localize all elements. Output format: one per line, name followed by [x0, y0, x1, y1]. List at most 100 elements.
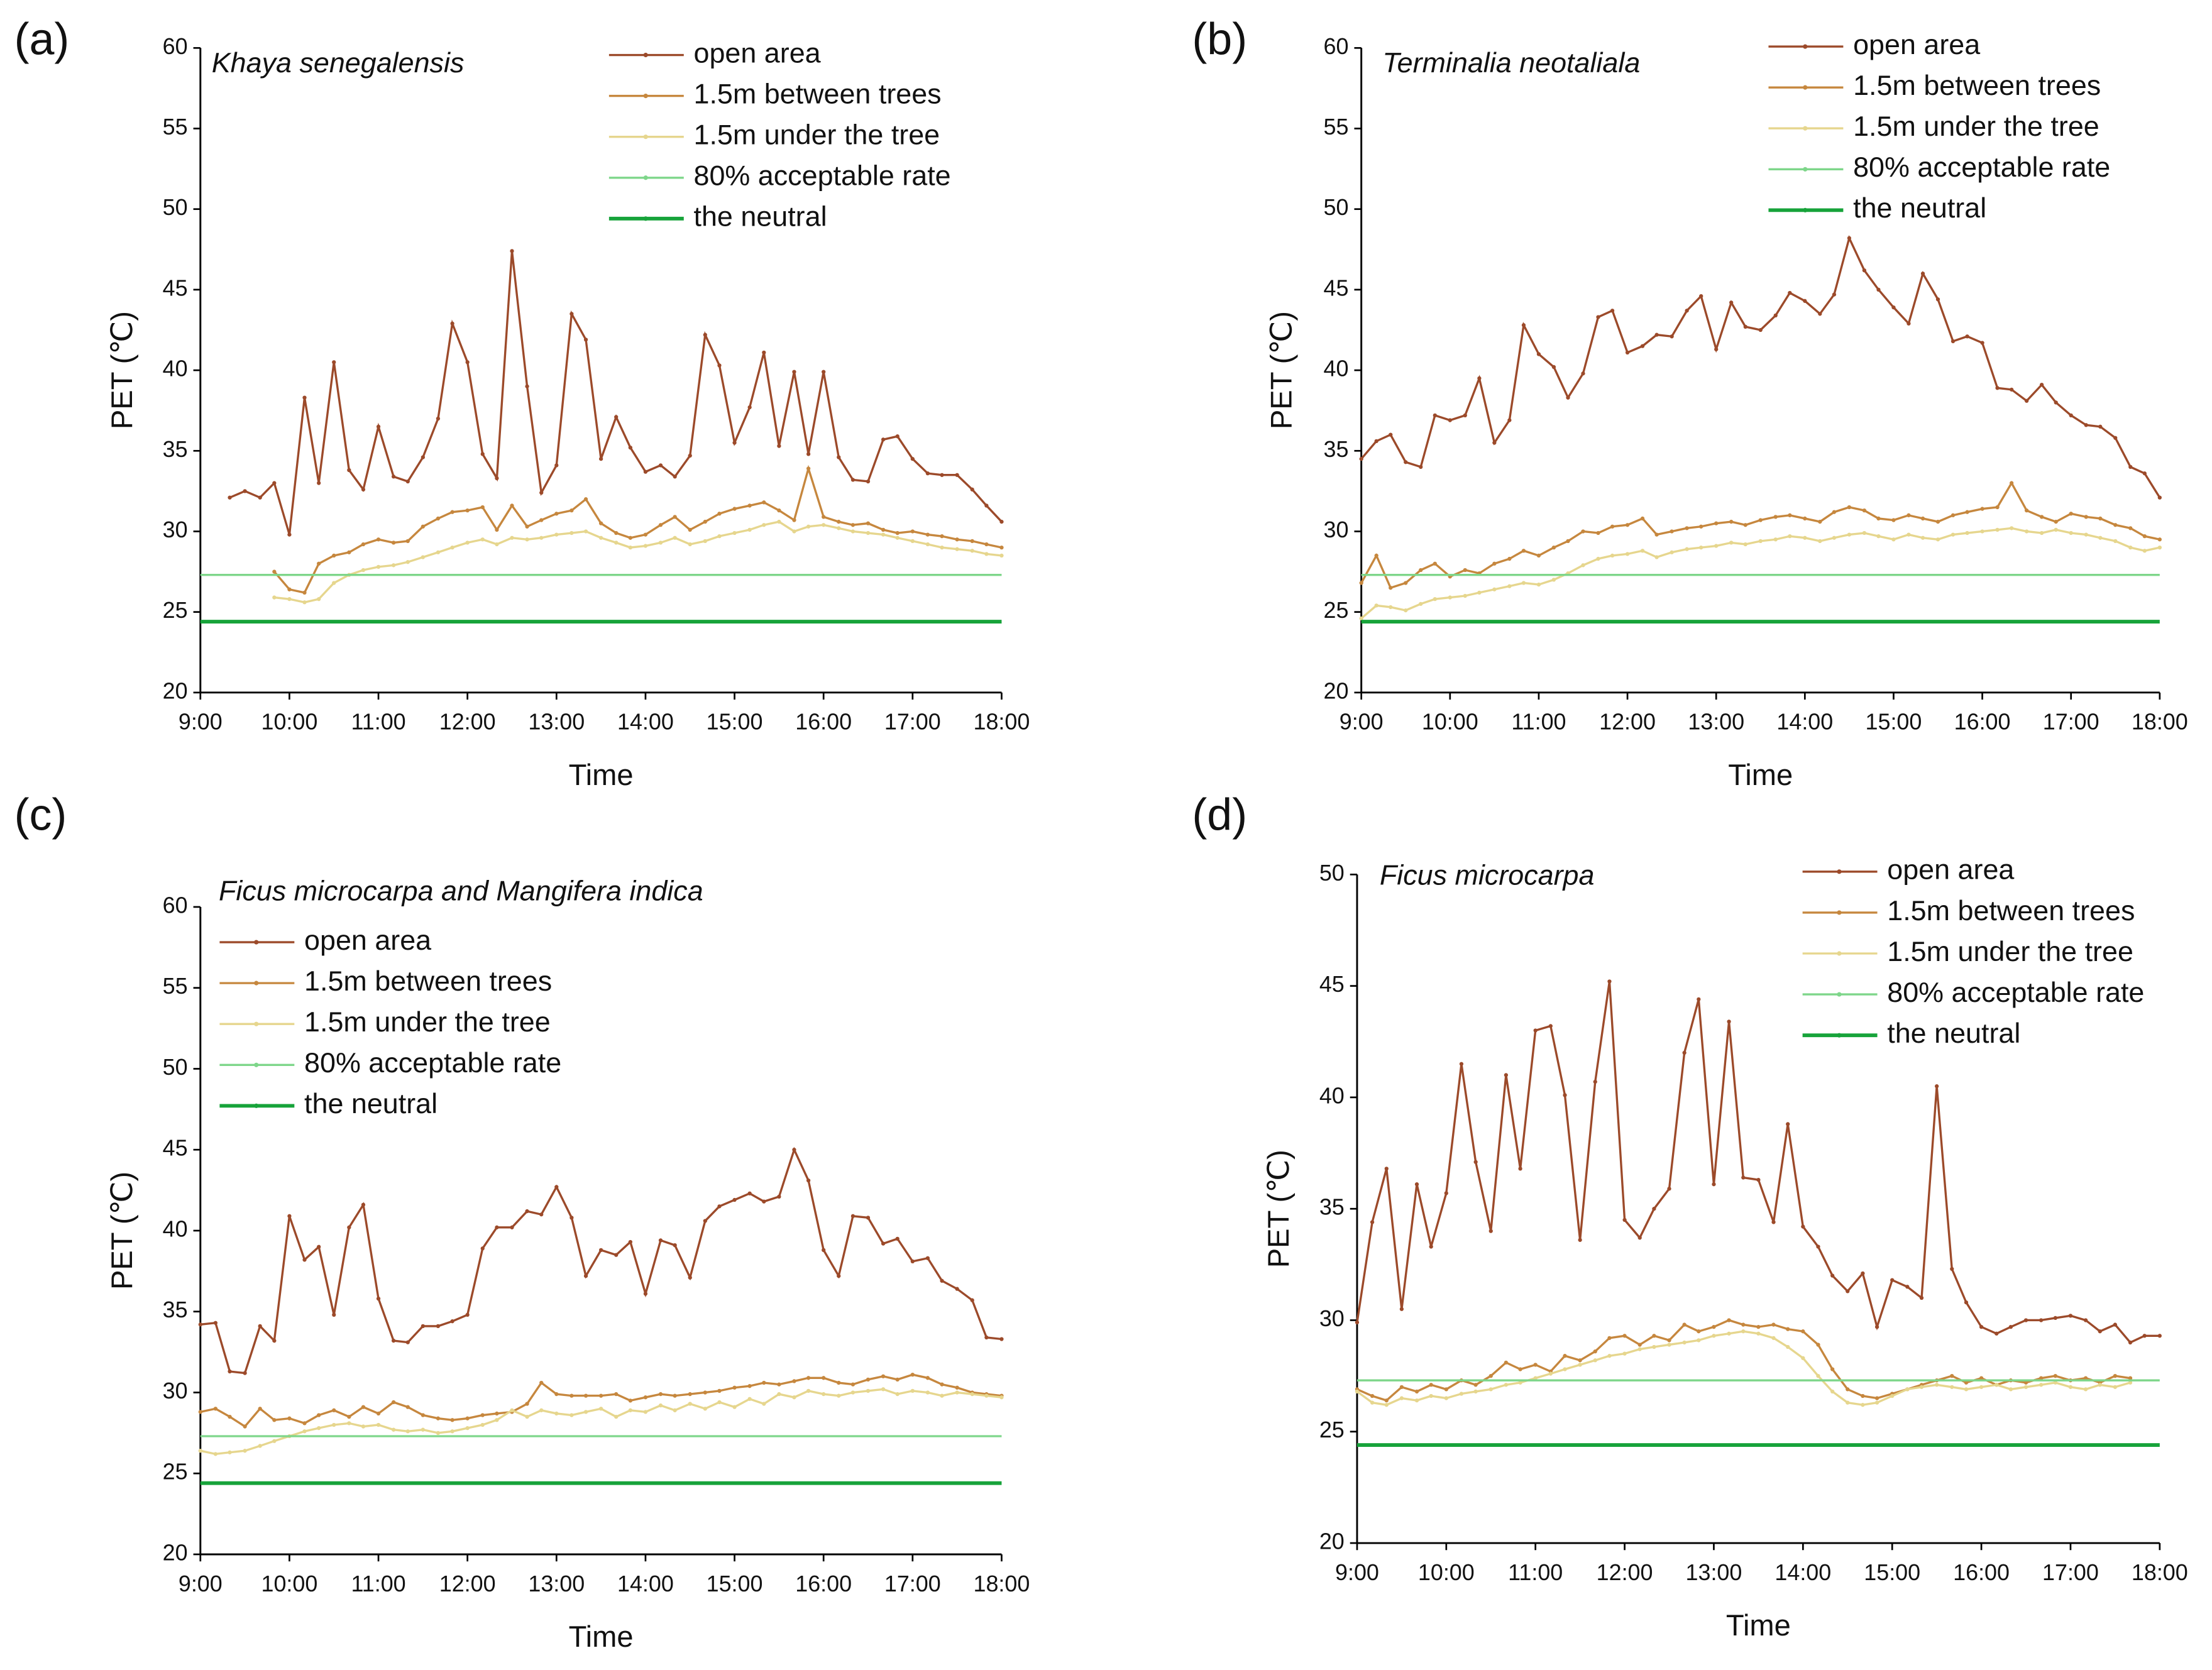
- point: [881, 437, 886, 442]
- series-line: [274, 520, 1002, 603]
- point: [955, 473, 959, 477]
- point: [317, 1244, 321, 1249]
- point: [1950, 1373, 1954, 1378]
- legend-label: 1.5m under the tree: [694, 119, 940, 151]
- legend-label: 1.5m between trees: [694, 77, 942, 109]
- point: [510, 1408, 514, 1412]
- point: [1563, 1093, 1567, 1097]
- point: [347, 1414, 351, 1419]
- legend-marker: [254, 981, 259, 986]
- point: [1640, 549, 1645, 553]
- point: [866, 530, 871, 536]
- point: [1756, 1324, 1761, 1329]
- x-tick-label: 11:00: [1508, 1560, 1563, 1585]
- point: [910, 1373, 915, 1377]
- y-tick-label: 60: [1324, 34, 1349, 59]
- y-tick-label: 20: [1324, 678, 1349, 703]
- point: [1355, 1389, 1360, 1394]
- point: [1581, 529, 1585, 534]
- legend-marker: [254, 940, 259, 945]
- legend-label: 80% acceptable rate: [1853, 151, 2110, 183]
- point: [614, 1392, 619, 1397]
- point: [762, 1199, 766, 1204]
- x-tick-label: 12:00: [1599, 710, 1656, 735]
- point: [1492, 587, 1497, 591]
- y-tick-label: 25: [163, 1459, 188, 1485]
- point: [347, 550, 351, 554]
- point: [1566, 395, 1570, 400]
- point: [2142, 534, 2147, 539]
- point: [628, 545, 632, 550]
- legend-label: 80% acceptable rate: [1887, 976, 2144, 1008]
- legend-marker: [1837, 869, 1842, 874]
- point: [1459, 1062, 1464, 1066]
- point: [1995, 1383, 1999, 1387]
- point: [272, 569, 277, 574]
- y-tick-label: 50: [163, 1055, 188, 1080]
- point: [777, 1392, 781, 1397]
- point: [287, 587, 292, 591]
- annotation: Terminalia neotaliala: [1382, 47, 1640, 79]
- point: [1741, 1175, 1746, 1180]
- x-tick-label: 15:00: [707, 710, 763, 735]
- point: [1907, 513, 1911, 517]
- y-tick-label: 45: [163, 1136, 188, 1161]
- y-axis-label: PET (℃): [105, 1172, 138, 1290]
- point: [1935, 297, 1940, 302]
- point: [391, 563, 396, 568]
- x-tick-label: 17:00: [884, 710, 941, 735]
- point: [1905, 1387, 1910, 1392]
- point: [525, 1414, 529, 1419]
- point: [1756, 1331, 1761, 1336]
- point: [1404, 581, 1408, 585]
- series-line: [200, 1373, 1002, 1428]
- point: [1521, 581, 1526, 585]
- point: [510, 536, 514, 540]
- point: [480, 1422, 485, 1427]
- point: [272, 1439, 277, 1443]
- point: [598, 521, 603, 525]
- point: [940, 473, 944, 477]
- y-tick-label: 30: [1319, 1306, 1345, 1331]
- point: [1861, 1393, 1865, 1398]
- point: [1414, 1398, 1419, 1403]
- point: [1477, 376, 1482, 381]
- point: [658, 541, 663, 545]
- point: [1488, 1373, 1493, 1378]
- x-tick-label: 17:00: [884, 1571, 941, 1596]
- point: [881, 1387, 886, 1392]
- point: [806, 1178, 811, 1183]
- point: [1596, 556, 1600, 561]
- point: [332, 1408, 336, 1412]
- point: [1551, 578, 1556, 582]
- point: [822, 1248, 826, 1253]
- point: [1384, 1403, 1389, 1407]
- point: [1533, 1363, 1538, 1367]
- point: [361, 568, 366, 573]
- point: [421, 1413, 426, 1417]
- point: [1654, 555, 1659, 559]
- point: [1935, 519, 1940, 524]
- point: [970, 1298, 974, 1302]
- point: [332, 360, 336, 365]
- point: [673, 1408, 677, 1412]
- point: [1459, 1392, 1464, 1396]
- point: [495, 542, 499, 547]
- point: [970, 549, 974, 553]
- point: [1874, 1396, 1879, 1400]
- y-tick-label: 30: [163, 517, 188, 542]
- point: [1389, 432, 1393, 437]
- point: [1919, 1385, 1924, 1389]
- legend-label: 80% acceptable rate: [304, 1046, 561, 1079]
- point: [1670, 550, 1674, 554]
- point: [480, 505, 485, 510]
- point: [1874, 1324, 1879, 1329]
- point: [570, 1216, 574, 1220]
- x-tick-label: 17:00: [2042, 1560, 2099, 1585]
- point: [747, 503, 752, 508]
- point: [317, 481, 321, 485]
- legend-marker: [254, 1021, 259, 1026]
- point: [822, 370, 826, 374]
- point: [525, 524, 529, 529]
- series-line: [200, 1388, 1002, 1456]
